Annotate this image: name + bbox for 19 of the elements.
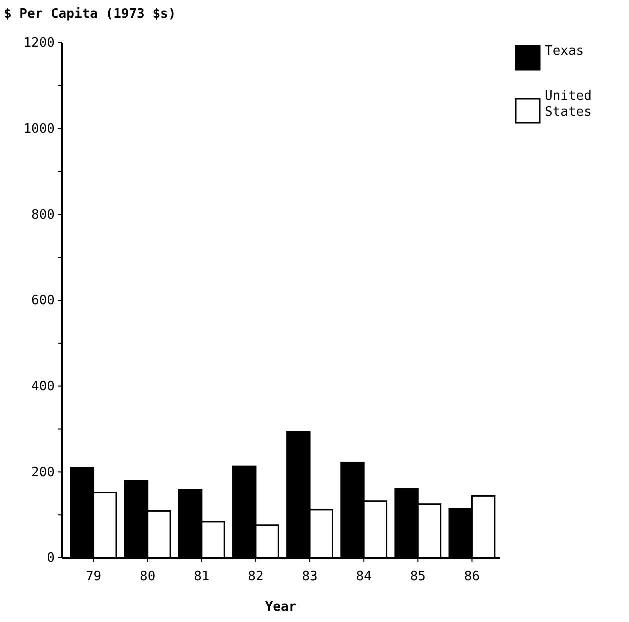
x-tick-label: 85	[410, 570, 426, 585]
x-axis-title: Year	[265, 600, 297, 615]
y-tick-label: 0	[47, 551, 55, 566]
x-tick-label: 81	[194, 570, 210, 585]
y-tick-label: 800	[32, 208, 55, 223]
y-axis-title: $ Per Capita (1973 $s)	[4, 7, 176, 22]
legend-label: United States	[545, 89, 600, 120]
x-tick-label: 80	[140, 570, 156, 585]
legend-label: Texas	[545, 44, 584, 59]
y-tick-label: 400	[32, 379, 55, 394]
y-tick-label: 1200	[24, 36, 55, 52]
x-tick-label: 84	[356, 570, 372, 585]
x-tick-label: 82	[248, 570, 264, 585]
x-tick-label: 79	[86, 570, 102, 585]
y-tick-label: 1000	[24, 122, 55, 137]
x-tick-label: 86	[464, 570, 480, 585]
y-tick-label: 200	[32, 465, 55, 480]
x-tick-label: 83	[302, 570, 318, 585]
y-tick-label: 600	[32, 294, 55, 309]
